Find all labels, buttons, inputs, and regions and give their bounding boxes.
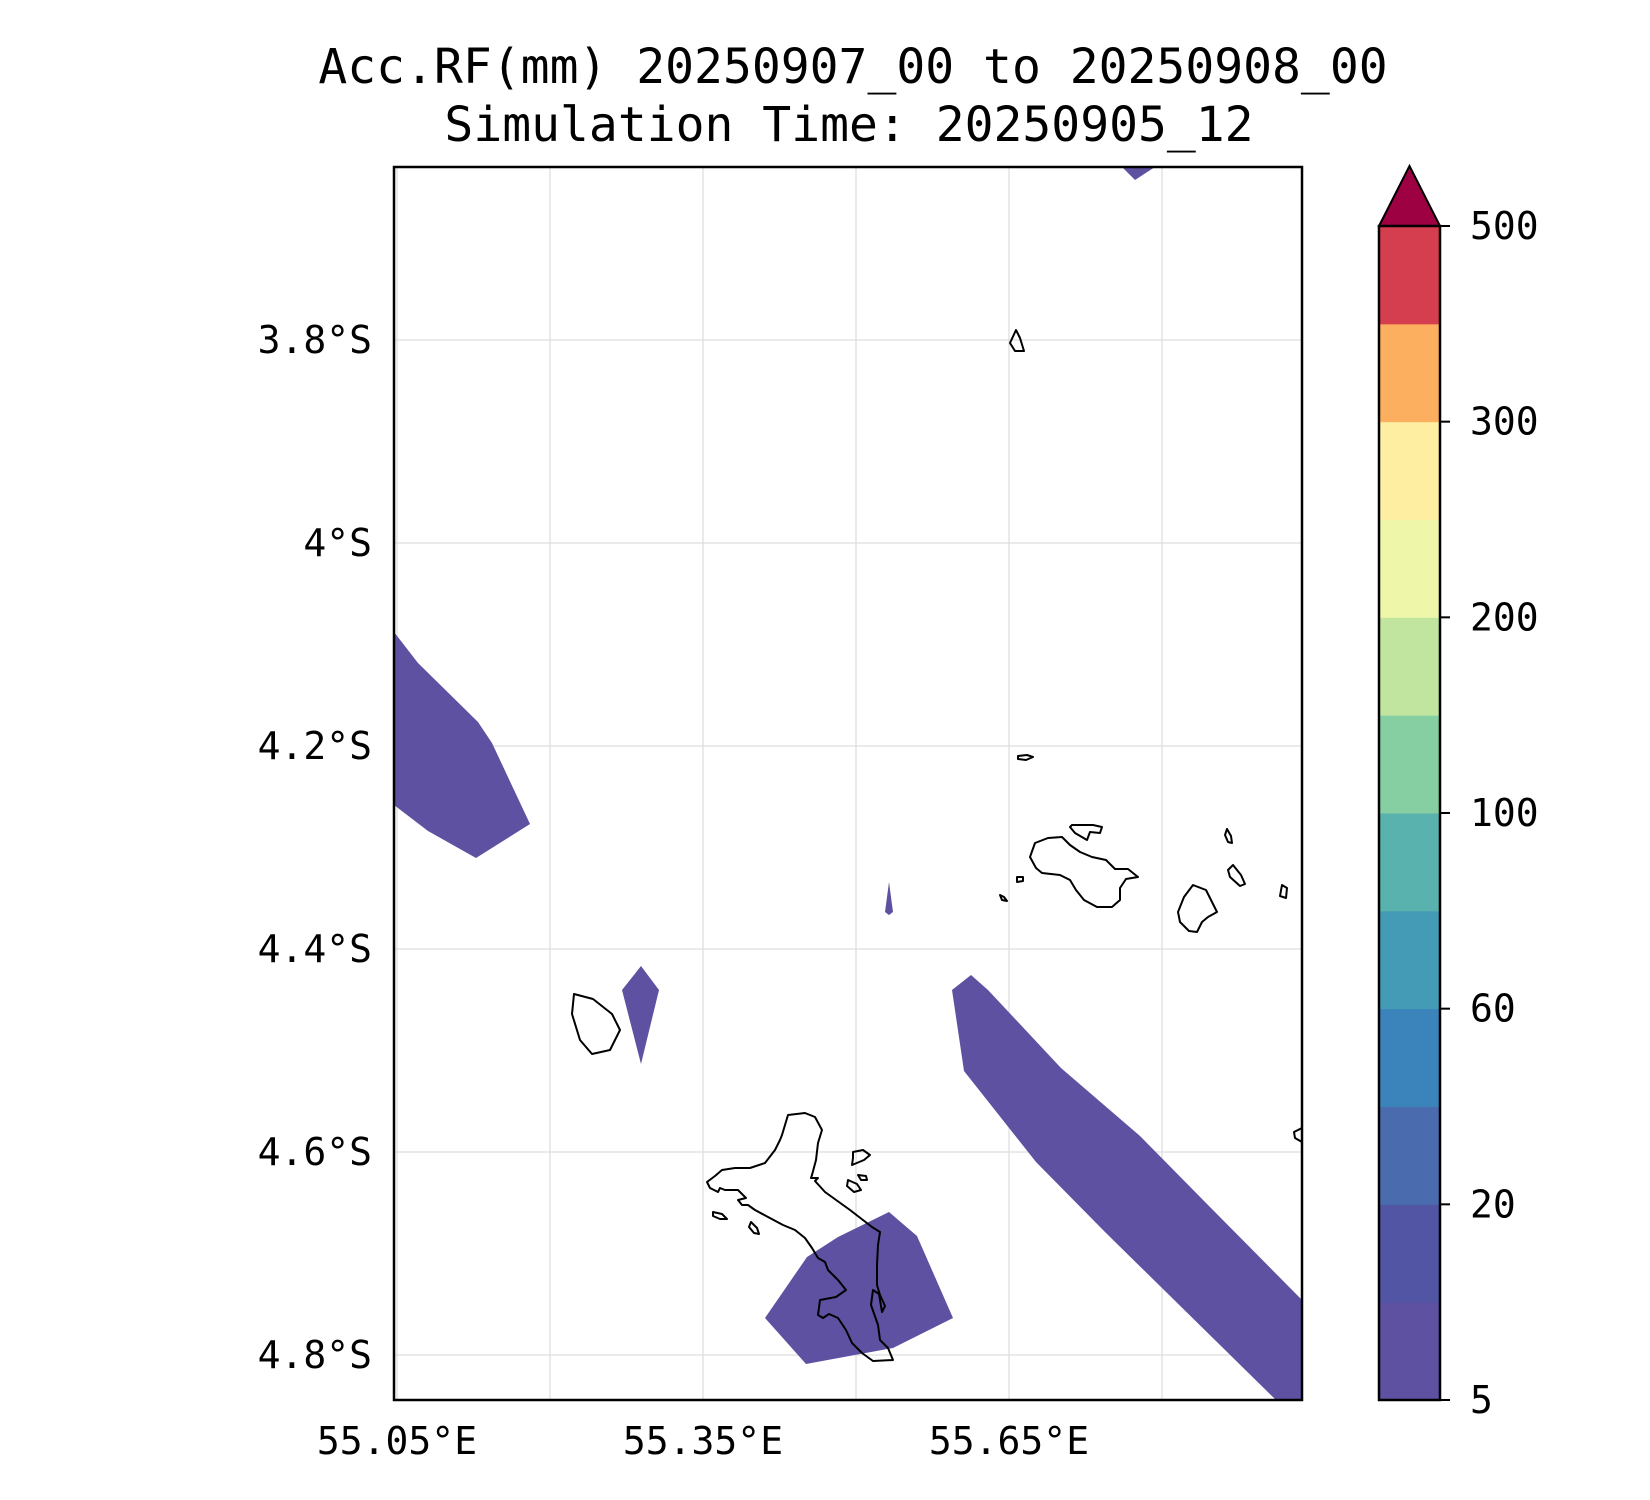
coastline-cousin-island — [1016, 876, 1024, 883]
coastline-ile-cocos — [1224, 828, 1233, 844]
axis-tick-labels: 3.8°S 4°S 4.2°S 4.4°S 4.6°S 4.8°S 55.05°E 55.35… — [258, 318, 1089, 1463]
coastline-felicite-island — [1227, 864, 1246, 887]
lat-tick-label: 4.6°S — [258, 1130, 372, 1174]
colorbar-segment — [1379, 715, 1440, 814]
coastline-curieuse-island — [1069, 824, 1103, 841]
colorbar-tick-label: 60 — [1470, 987, 1516, 1031]
colorbar-segment — [1379, 226, 1440, 325]
coastline-island-conception — [748, 1221, 760, 1235]
colorbar-segment — [1379, 421, 1440, 520]
colorbar-tick-label: 500 — [1470, 204, 1539, 248]
coastline-island-st-anne — [851, 1149, 871, 1166]
coastline-cousine-island — [999, 894, 1008, 902]
coastlines — [571, 329, 1302, 1362]
rainfall-areas — [394, 167, 1302, 1400]
coastline-island-moyenne — [846, 1179, 862, 1193]
lat-tick-label: 4.8°S — [258, 1333, 372, 1377]
colorbar-segment — [1379, 1008, 1440, 1107]
coastline-silhouette-island — [571, 993, 621, 1055]
colorbar-tick-label: 5 — [1470, 1378, 1493, 1422]
colorbar-segment — [1379, 813, 1440, 912]
colorbar-segment — [1379, 1302, 1440, 1401]
coastline-aride-island — [1017, 754, 1034, 761]
title-line-2: Simulation Time: 20250905_12 — [444, 97, 1254, 153]
coastline-marianne-island — [1279, 884, 1288, 899]
title-line-1: Acc.RF(mm) 20250907_00 to 20250908_00 — [318, 39, 1388, 95]
colorbar: 5 20 60 100 200 300 500 — [1377, 163, 1539, 1422]
lon-tick-label: 55.35°E — [623, 1419, 783, 1463]
rain-area-small-center — [885, 882, 893, 915]
coastline-denis-island — [1009, 329, 1025, 352]
colorbar-segment — [1379, 323, 1440, 423]
rain-area-south — [765, 1212, 953, 1364]
colorbar-segment — [1379, 617, 1440, 716]
colorbar-segment — [1379, 910, 1440, 1010]
colorbar-extend-arrow — [1377, 163, 1442, 227]
coastline-mahe-island — [706, 1112, 894, 1362]
coastline-island-cerf — [857, 1174, 868, 1181]
colorbar-tick-label: 200 — [1470, 595, 1539, 639]
rain-area-west — [394, 632, 530, 858]
colorbar-tick-label: 100 — [1470, 791, 1539, 835]
coastline-la-digue-island — [1177, 884, 1218, 933]
coastline-island-therese — [712, 1211, 728, 1220]
rain-area-small-west — [622, 966, 659, 1064]
colorbar-tick-label: 20 — [1470, 1182, 1516, 1226]
colorbar-segment — [1379, 1106, 1440, 1205]
lat-tick-label: 3.8°S — [258, 318, 372, 362]
coastline-island-east-edge — [1293, 1127, 1302, 1143]
rain-area-southeast-band — [952, 975, 1302, 1400]
lat-tick-label: 4.2°S — [258, 724, 372, 768]
lon-tick-label: 55.65°E — [929, 1419, 1089, 1463]
colorbar-segment — [1379, 519, 1440, 618]
lon-tick-label: 55.05°E — [317, 1419, 477, 1463]
coastline-praslin-island — [1029, 836, 1139, 908]
map-title: Acc.RF(mm) 20250907_00 to 20250908_00 Si… — [0, 38, 1650, 154]
rain-area-top-right — [1122, 167, 1155, 180]
lat-tick-label: 4°S — [303, 521, 372, 565]
map-frame — [392, 165, 1304, 1402]
colorbar-segment — [1379, 1204, 1440, 1303]
colorbar-tick-label: 300 — [1470, 400, 1539, 444]
lat-tick-label: 4.4°S — [258, 927, 372, 971]
